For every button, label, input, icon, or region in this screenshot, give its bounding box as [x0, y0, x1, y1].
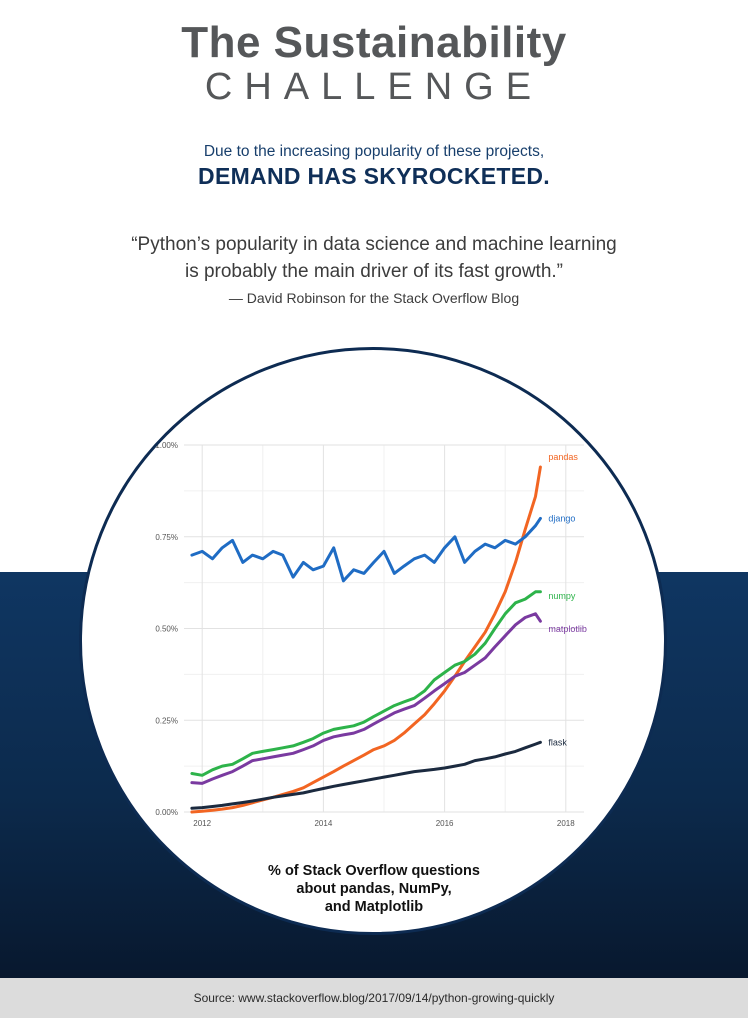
series-line-numpy: [190, 590, 542, 777]
x-tick-label: 2014: [314, 819, 332, 828]
y-tick-label: 0.50%: [155, 625, 178, 634]
page-title-challenge: CHALLENGE: [204, 66, 544, 108]
y-tick-label: 1.00%: [155, 441, 178, 450]
quote-line-2: is probably the main driver of its fast …: [184, 261, 564, 282]
page-title: The Sustainability: [181, 18, 567, 67]
caption-line-2: about pandas, NumPy,: [296, 881, 452, 897]
series-label-flask: flask: [548, 737, 567, 747]
series-label-pandas: pandas: [548, 452, 578, 462]
quote: “Python’s popularity in data science and…: [0, 231, 748, 285]
y-tick-label: 0.75%: [155, 533, 178, 542]
y-tick-label: 0.25%: [155, 716, 178, 725]
series-line-matplotlib: [190, 612, 542, 785]
line-chart: 0.00% 0.25% 0.50% 0.75% 1.00% 2012 2014 2016 201…: [155, 441, 587, 828]
series-line-flask: [190, 740, 542, 810]
x-tick-label: 2018: [557, 819, 575, 828]
intro-text: Due to the increasing popularity of thes…: [203, 143, 545, 160]
caption-line-3: and Matplotlib: [324, 899, 424, 915]
chart-caption: % of Stack Overflow questions about pand…: [260, 862, 488, 916]
series-line-pandas: [190, 465, 542, 814]
footer: Source: www.stackoverflow.blog/2017/09/1…: [0, 978, 748, 1018]
quote-line-1: “Python’s popularity in data science and…: [131, 234, 617, 255]
series-label-django: django: [548, 513, 575, 523]
series-line-django: [190, 516, 542, 583]
y-tick-label: 0.00%: [155, 808, 178, 817]
headline: DEMAND HAS SKYROCKETED.: [198, 163, 550, 189]
series-label-matplotlib: matplotlib: [548, 624, 587, 634]
quote-attribution: — David Robinson for the Stack Overflow …: [228, 290, 520, 306]
caption-line-1: % of Stack Overflow questions: [268, 863, 480, 879]
series-label-numpy: numpy: [548, 591, 576, 601]
x-tick-label: 2012: [193, 819, 211, 828]
x-tick-label: 2016: [436, 819, 454, 828]
chart-circle: 0.00% 0.25% 0.50% 0.75% 1.00% 2012 2014 2016 201…: [79, 347, 667, 935]
source-text: Source: www.stackoverflow.blog/2017/09/1…: [193, 991, 555, 1005]
